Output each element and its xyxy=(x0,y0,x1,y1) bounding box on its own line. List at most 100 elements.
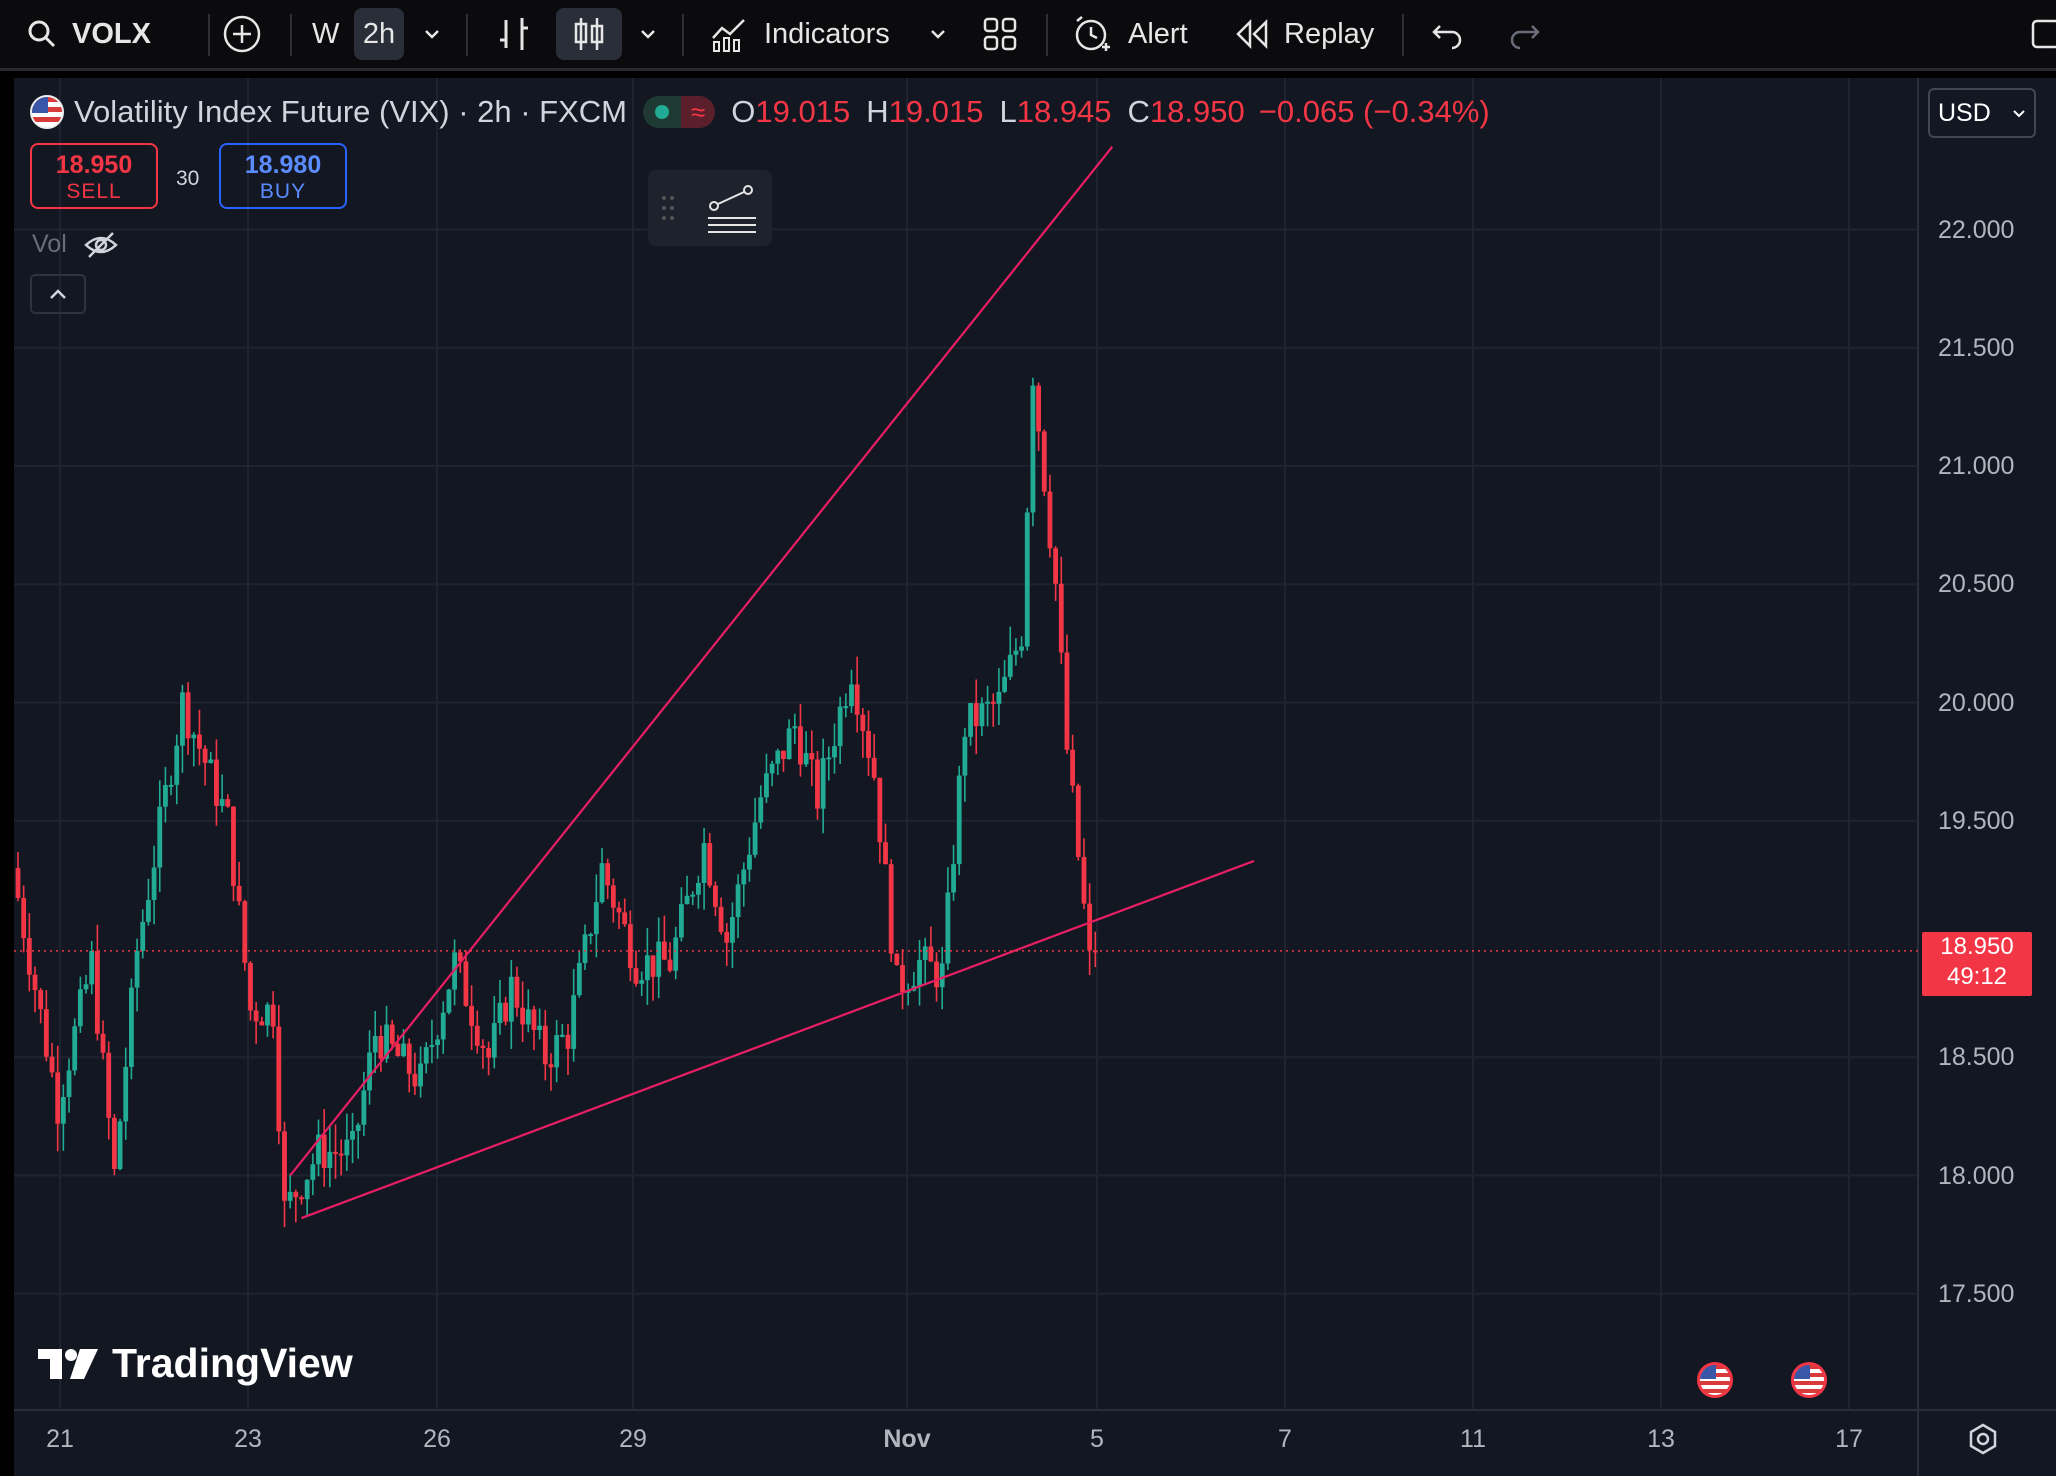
candle-body xyxy=(338,1153,344,1156)
replay-button[interactable]: Replay xyxy=(1234,8,1374,60)
time-tick-label: 13 xyxy=(1647,1425,1675,1453)
collapse-legend-button[interactable] xyxy=(30,274,86,314)
redo-button[interactable] xyxy=(1506,8,1542,60)
buy-button[interactable]: 18.980 BUY xyxy=(219,143,347,209)
candle-body xyxy=(168,784,174,787)
chart-pane[interactable] xyxy=(14,78,2056,1476)
candle-body xyxy=(151,867,157,900)
candle-body xyxy=(764,773,769,798)
candle-body xyxy=(979,703,985,727)
candle-body xyxy=(236,885,242,902)
candle-body xyxy=(1041,431,1047,492)
sell-price: 18.950 xyxy=(55,151,133,179)
candle-body xyxy=(146,899,151,922)
brand-name: TradingView xyxy=(112,1340,353,1386)
candle-body xyxy=(361,1090,367,1125)
time-tick-label: Nov xyxy=(883,1425,931,1453)
tradingview-logo[interactable]: TradingView xyxy=(36,1340,353,1387)
candle-body xyxy=(26,938,32,975)
indicators-icon xyxy=(712,19,745,52)
candle-body xyxy=(32,974,38,991)
drag-handle-icon[interactable] xyxy=(660,194,676,222)
candle-body xyxy=(491,1023,497,1058)
sell-button[interactable]: 18.950 SELL xyxy=(30,143,158,209)
candles-style-button[interactable] xyxy=(556,8,622,60)
compare-button[interactable] xyxy=(222,8,262,60)
currency-select[interactable]: USD xyxy=(1928,88,2036,138)
candle-body xyxy=(650,955,656,977)
candle-body xyxy=(440,1012,446,1040)
trend-channel-icon[interactable] xyxy=(706,184,758,234)
candle-body xyxy=(287,1191,293,1201)
settings-gear-icon[interactable] xyxy=(1966,1422,2000,1456)
symbol-title[interactable]: Volatility Index Future (VIX) · 2h · FXC… xyxy=(74,94,628,129)
candle-body xyxy=(378,1035,384,1059)
open-key: O xyxy=(731,94,756,129)
candle-body xyxy=(435,1039,440,1046)
economic-event-flag-icon[interactable] xyxy=(1791,1362,1827,1398)
eye-hidden-icon[interactable] xyxy=(83,231,119,259)
low-value: 18.945 xyxy=(1016,94,1112,129)
time-tick-label: 29 xyxy=(619,1425,647,1453)
indicators-button[interactable]: Indicators xyxy=(710,8,890,60)
tradingview-logo-icon xyxy=(38,1348,98,1379)
candle-body xyxy=(786,728,792,760)
rewind-icon xyxy=(1236,18,1268,50)
market-status[interactable]: ≈ xyxy=(643,96,716,128)
candle-body xyxy=(775,750,781,764)
market-open-dot-icon xyxy=(655,105,670,119)
close-value: 18.950 xyxy=(1149,94,1245,129)
candle-body xyxy=(644,955,650,981)
candle-body xyxy=(696,882,701,895)
layout-button[interactable] xyxy=(982,8,1018,60)
buy-price: 18.980 xyxy=(244,151,322,179)
candle-body xyxy=(503,1002,509,1022)
candle-body xyxy=(197,734,202,749)
candle-body xyxy=(55,1072,61,1124)
symbol-search[interactable]: VOLX xyxy=(26,8,151,60)
fullscreen-button[interactable] xyxy=(2030,8,2056,60)
candle-body xyxy=(163,785,168,807)
price-tick-label: 20.500 xyxy=(1938,570,2015,599)
candle-body xyxy=(798,726,803,765)
economic-event-flag-icon[interactable] xyxy=(1697,1362,1733,1398)
bar-style-button[interactable] xyxy=(496,8,532,60)
candle-body xyxy=(713,885,718,907)
time-tick-label: 5 xyxy=(1090,1425,1104,1453)
price-tick-label: 18.500 xyxy=(1938,1043,2015,1072)
price-tick-label: 19.500 xyxy=(1938,806,2015,835)
interval-dropdown[interactable] xyxy=(420,8,444,60)
candle-body xyxy=(837,706,843,747)
candle-body xyxy=(225,799,231,807)
candle-body xyxy=(1024,512,1030,647)
candle-body xyxy=(372,1035,378,1053)
drawing-toolbar[interactable] xyxy=(648,170,772,246)
indicators-dropdown[interactable] xyxy=(926,8,950,60)
candle-body xyxy=(945,892,951,964)
candle-body xyxy=(282,1131,287,1201)
candle-body xyxy=(270,1004,276,1027)
chart-type-dropdown[interactable] xyxy=(636,8,660,60)
undo-icon xyxy=(1432,25,1462,50)
interval-w-button[interactable]: W xyxy=(312,8,339,60)
candle-body xyxy=(678,904,684,938)
alert-button[interactable]: Alert xyxy=(1072,8,1188,60)
interval-2h-button[interactable]: 2h xyxy=(354,8,404,60)
undo-button[interactable] xyxy=(1430,8,1466,60)
candle-body xyxy=(565,1034,571,1049)
candle-body xyxy=(883,842,888,865)
candle-body xyxy=(1002,676,1007,692)
volume-legend[interactable]: Vol xyxy=(32,230,119,259)
candle-body xyxy=(1081,856,1087,904)
candle-body xyxy=(333,1151,338,1154)
candle-body xyxy=(990,701,996,704)
candle-body xyxy=(418,1063,423,1087)
square-icon xyxy=(2031,19,2056,49)
price-tick-label: 20.000 xyxy=(1938,688,2015,717)
candle-body xyxy=(769,763,775,774)
candle-body xyxy=(253,1010,259,1022)
candle-body xyxy=(514,976,520,1008)
indicators-label: Indicators xyxy=(764,17,890,50)
candle-body xyxy=(123,1066,129,1122)
